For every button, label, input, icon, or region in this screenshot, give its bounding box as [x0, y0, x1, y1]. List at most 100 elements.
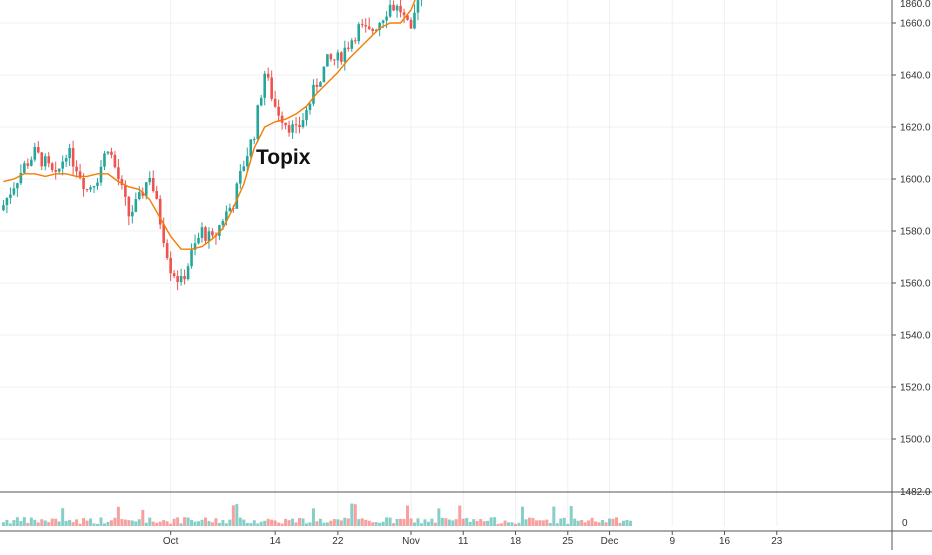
x-tick-label: 16 [719, 536, 731, 547]
candle-body [364, 25, 367, 26]
volume-bar [545, 520, 548, 526]
candle-body [249, 139, 252, 156]
volume-bar [75, 519, 78, 526]
candle-body [117, 167, 120, 179]
volume-zero-label: 0 [902, 518, 908, 529]
volume-bar [455, 519, 458, 526]
candle-body [340, 52, 343, 61]
candle-body [333, 59, 336, 60]
volume-bar [500, 523, 503, 526]
candle-body [309, 104, 312, 110]
candle-body [229, 208, 232, 212]
volume-bar [120, 519, 123, 526]
volume-bar [159, 522, 162, 526]
volume-bar [535, 520, 538, 526]
candle-body [166, 243, 169, 258]
candle-body [323, 67, 326, 83]
volume-bar [326, 522, 329, 526]
volume-bar [187, 518, 190, 526]
candle-body [40, 152, 43, 166]
volume-bar [281, 524, 284, 526]
volume-bar [538, 520, 541, 526]
volume-bar [573, 519, 576, 526]
candle-body [277, 107, 280, 116]
candle-body [344, 48, 347, 62]
candle-body [103, 153, 106, 166]
volume-bar [117, 507, 120, 526]
volume-bar [364, 520, 367, 526]
volume-bar [451, 520, 454, 526]
volume-bar [298, 518, 301, 526]
volume-bar [308, 522, 311, 526]
volume-bar [504, 521, 507, 526]
volume-bar [584, 522, 587, 526]
volume-bar [430, 519, 433, 526]
candle-body [197, 238, 200, 243]
candle-body [155, 191, 158, 199]
volume-bar [232, 505, 235, 526]
volume-bar [382, 522, 385, 526]
candle-body [368, 26, 371, 28]
volume-bar [577, 521, 580, 526]
candle-body [68, 148, 71, 158]
volume-bar [54, 519, 57, 526]
x-tick-label: 22 [332, 536, 344, 547]
candle-body [357, 24, 360, 41]
candle-body [201, 227, 204, 238]
volume-bar [225, 523, 228, 526]
candle-body [256, 105, 259, 139]
volume-bar [403, 519, 406, 526]
volume-bar [19, 521, 22, 526]
volume-bar [166, 521, 169, 526]
candle-body [124, 185, 127, 197]
candle-body [13, 188, 16, 194]
volume-bar [361, 518, 364, 526]
volume-bar [239, 518, 242, 526]
volume-bar [197, 521, 200, 526]
volume-bar [378, 523, 381, 526]
volume-bar [291, 519, 294, 526]
volume-bar [288, 520, 291, 526]
volume-bar [134, 521, 137, 526]
volume-bar [82, 518, 85, 526]
volume-bar [86, 521, 89, 526]
volume-bar [619, 523, 622, 526]
chart-title: Topix [256, 146, 311, 169]
volume-bar [79, 524, 82, 526]
candle-body [382, 20, 385, 22]
candle-body [267, 74, 270, 78]
candle-body [316, 85, 319, 87]
candle-body [114, 155, 117, 167]
candle-body [183, 276, 186, 279]
volume-bar [65, 521, 68, 526]
candle-body [291, 124, 294, 132]
y-tick-label: 1580.0 [900, 227, 931, 238]
volume-bar [99, 517, 102, 526]
volume-bar [242, 520, 245, 526]
volume-bar [462, 519, 465, 526]
volume-bar [201, 520, 204, 526]
volume-bar [570, 506, 573, 526]
candle-body [30, 160, 33, 166]
volume-bar [354, 504, 357, 526]
candle-body [410, 20, 413, 29]
candle-body [211, 231, 214, 235]
volume-bar [375, 522, 378, 526]
candle-body [110, 152, 113, 155]
candle-body [326, 54, 329, 66]
candle-body [47, 156, 50, 163]
volume-bar [329, 521, 332, 526]
volume-bar [591, 518, 594, 526]
volume-bar [531, 518, 534, 526]
candle-body [89, 187, 92, 189]
candle-body [347, 48, 350, 49]
candle-body [86, 189, 89, 190]
candle-body [302, 120, 305, 127]
volume-bar [145, 523, 148, 526]
candle-body [305, 110, 308, 120]
volume-bar [472, 519, 475, 526]
volume-bar [148, 518, 151, 526]
volume-bar [580, 520, 583, 526]
candle-body [399, 6, 402, 12]
